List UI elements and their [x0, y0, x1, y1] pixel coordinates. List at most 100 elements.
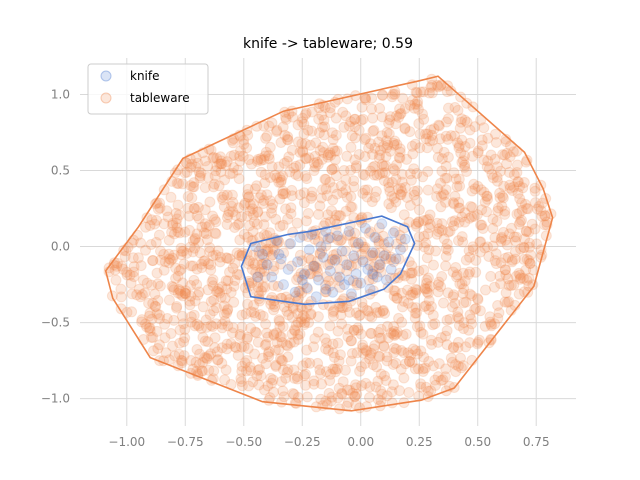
tableware-point [212, 245, 224, 257]
tableware-point [221, 338, 233, 350]
tableware-point [180, 288, 192, 300]
x-tick-label: 0.75 [523, 435, 550, 449]
tableware-point [229, 275, 241, 286]
tableware-point [459, 161, 471, 173]
tableware-point [242, 129, 254, 141]
tableware-point [211, 161, 223, 173]
tableware-point [359, 169, 371, 181]
tableware-point [168, 284, 180, 296]
tableware-point [384, 114, 396, 126]
tableware-point [259, 384, 270, 396]
tableware-point [274, 321, 286, 332]
tableware-point [394, 229, 406, 241]
tableware-point [317, 230, 329, 242]
tableware-point [373, 237, 385, 249]
tableware-point [191, 210, 203, 222]
tableware-point [242, 343, 254, 354]
tableware-point [481, 190, 493, 202]
tableware-point [198, 255, 210, 267]
tableware-point [440, 260, 452, 272]
tableware-point [267, 374, 279, 386]
tableware-point [431, 142, 443, 154]
tableware-point [406, 267, 417, 279]
tableware-point [258, 265, 270, 277]
tableware-point [266, 377, 278, 389]
tableware-point [432, 151, 444, 163]
tableware-point [250, 267, 262, 278]
tableware-point [188, 181, 200, 193]
tableware-point [464, 266, 476, 278]
tableware-point [483, 251, 495, 262]
tableware-point [440, 196, 451, 208]
tableware-point [291, 217, 303, 229]
tableware-point [518, 177, 530, 188]
tableware-point [257, 352, 269, 364]
tableware-point [350, 382, 362, 394]
tableware-point [209, 214, 221, 225]
tableware-point [420, 128, 431, 140]
tableware-point [449, 102, 461, 113]
tableware-point [441, 314, 453, 326]
knife-point [296, 274, 308, 286]
tableware-point [246, 158, 257, 170]
tableware-point [176, 245, 188, 257]
tableware-point [247, 198, 259, 210]
tableware-point [341, 384, 353, 396]
tableware-point [374, 256, 386, 267]
tableware-point [436, 218, 448, 230]
tableware-point [506, 256, 518, 268]
tableware-point [124, 269, 136, 281]
tableware-point [214, 151, 226, 163]
tableware-point [360, 94, 372, 106]
tableware-point [189, 232, 201, 244]
tableware-point [421, 252, 433, 264]
tableware-point [230, 342, 242, 354]
tableware-point [183, 210, 195, 222]
tableware-point [178, 336, 190, 348]
tableware-point [252, 364, 264, 376]
tableware-point [345, 141, 357, 153]
tableware-point [459, 114, 471, 126]
tableware-point [305, 192, 317, 204]
tableware-point [324, 176, 336, 188]
tableware-point [374, 332, 386, 344]
tableware-point [242, 189, 253, 201]
tableware-hull [104, 75, 554, 412]
tableware-point [263, 351, 275, 363]
tableware-point [393, 111, 405, 123]
tableware-point [258, 252, 270, 264]
tableware-point [399, 122, 411, 134]
tableware-point [281, 366, 293, 378]
tableware-point [432, 81, 444, 93]
tableware-point [334, 263, 346, 275]
tableware-point [374, 149, 386, 161]
tableware-point [266, 161, 278, 173]
tableware-point [163, 257, 175, 269]
tableware-point [165, 254, 177, 266]
legend-box [87, 63, 209, 115]
tableware-point [240, 308, 252, 320]
x-tick-label: 0.00 [347, 435, 374, 449]
tableware-point [396, 316, 408, 328]
tableware-point [351, 277, 363, 289]
tableware-point [456, 134, 468, 146]
knife-point [395, 244, 406, 256]
tableware-point [501, 158, 513, 170]
tableware-point [487, 172, 499, 184]
tableware-point [298, 118, 310, 130]
tableware-point [360, 344, 372, 356]
tableware-point [364, 392, 375, 403]
tableware-point [380, 151, 392, 162]
tableware-point [496, 231, 508, 243]
tableware-point [313, 236, 324, 247]
tableware-point [348, 324, 360, 336]
tableware-point [177, 277, 189, 289]
tableware-point [374, 102, 386, 114]
tableware-point [346, 260, 357, 272]
tableware-point [202, 284, 214, 296]
tableware-point [287, 301, 299, 313]
tableware-point [466, 318, 478, 330]
tableware-point [144, 322, 156, 334]
tableware-point [299, 312, 311, 324]
tableware-point [411, 87, 423, 99]
